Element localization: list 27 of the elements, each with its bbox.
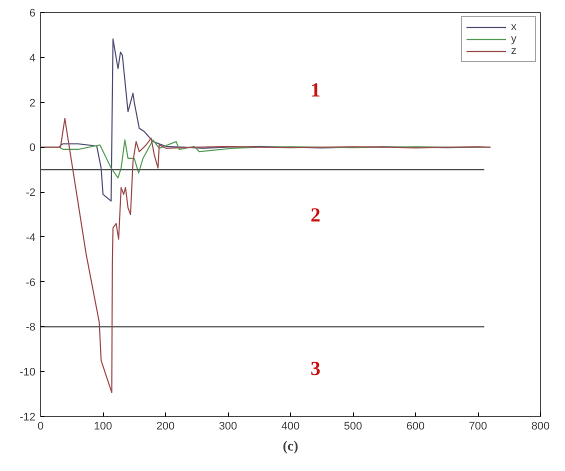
annotation: 1 [310,79,320,102]
annotation: 3 [310,358,320,380]
y-tick-label: 2 [29,97,36,110]
y-tick-label: -4 [26,232,36,244]
line-series [40,118,492,394]
x-tick-label: 800 [531,420,550,432]
x-tick-label: 600 [406,420,425,432]
legend-label: x [511,21,518,33]
y-tick-label: -2 [26,187,36,200]
y-tick-label: -8 [26,322,36,334]
text: (c) [282,440,299,454]
y-tick-label: -12 [20,412,36,424]
y-tick-label: 6 [29,8,36,20]
legend-label: y [511,33,518,45]
x-tick-label: 200 [156,420,175,432]
x-tick-label: 500 [344,420,362,432]
x-tick-label: 0 [37,420,44,432]
x-tick-label: 400 [281,420,300,432]
y-tick-label: 4 [29,52,36,64]
legend-label: z [511,45,518,57]
x-tick-label: 700 [468,420,488,432]
y-tick-label: 0 [29,142,36,154]
y-tick-label: -10 [20,366,36,379]
x-tick-label: 300 [218,420,238,432]
x-tick-label: 100 [94,420,112,432]
y-tick-label: -6 [26,276,36,289]
annotation: 2 [310,204,320,226]
